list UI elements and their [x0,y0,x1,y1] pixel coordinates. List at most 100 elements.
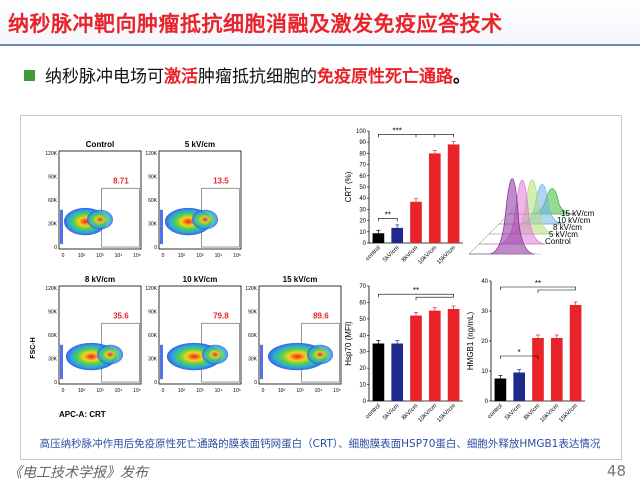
flow-y-tick: 0 [54,245,57,251]
flow-x-tick: 10² [78,253,86,259]
bar-category-label: 8kV/cm [401,245,419,263]
flow-y-tick: 60K [48,198,58,204]
flow-y-tick: 60K [148,333,158,339]
bar-y-tick-label: 0 [363,399,367,405]
bar-y-tick-label: 80 [359,151,366,157]
bar-y-axis-label: HMGB1 (ng/mL) [466,312,475,371]
bar-category-label: control [365,403,382,420]
title-divider [0,44,640,46]
flow-y-tick: 60K [248,333,258,339]
bar-y-tick-label: 0 [485,399,489,405]
bar-category-label: 15kV/cm [436,403,457,424]
histogram-series-label: 8 kV/cm [553,223,582,232]
significance-marker: ** [535,279,541,288]
bar [410,201,422,243]
flow-gate-percent: 8.71 [113,176,129,185]
bar-y-tick-label: 90 [359,140,366,146]
flow-gate-percent: 13.5 [213,176,229,185]
bar [410,315,422,401]
flow-density-cloud [96,344,124,365]
flow-y-tick: 60K [48,333,58,339]
flow-x-tick: 10⁵ [333,388,341,394]
figure-panel: Control 120K 90K 60K 30K 0 0 10² 10³ 10⁴ 10⁵ 8.71 5 … [20,115,622,460]
flow-panel: 10 kV/cm 120K 90K 60K 30K 00 10² 10³ 10⁴ 10⁵ 79.8 [145,275,242,394]
flow-x-tick: 10³ [196,388,204,394]
flow-y-tick: 0 [254,380,257,386]
flow-density-cloud [191,209,219,230]
bar-category-label: 8kV/cm [401,403,419,421]
bar-chart: 0 10 20 30 40 50 60 70 Hsp70 (MFI) control 5kV/cm 8… [344,284,463,424]
flow-x-tick: 10⁴ [315,388,323,394]
bar-y-tick-label: 10 [359,383,366,389]
bar-category-label: 10kV/cm [417,403,438,424]
significance-bracket [415,296,454,301]
flow-gate-percent: 35.6 [113,311,129,320]
bar-y-tick-label: 40 [359,333,366,339]
flow-x-tick: 10⁵ [233,388,241,394]
significance-bracket [537,289,576,293]
bar [532,338,544,401]
bar-y-tick-label: 20 [359,366,366,372]
bar-y-tick-label: 10 [481,369,488,375]
bar-y-tick-label: 20 [481,339,488,345]
bar-chart: 0 10 20 30 40 HMGB1 (ng/mL) control 5kV/cm 8kV/c… [466,279,585,424]
flow-y-tick: 0 [154,380,157,386]
bar-y-tick-label: 10 [359,230,366,236]
bar-category-label: 5kV/cm [382,403,400,421]
bar-y-tick-label: 20 [359,219,366,225]
flow-x-tick: 10⁵ [133,388,141,394]
significance-bracket [378,293,454,298]
histogram-series-label: 5 kV/cm [549,230,578,239]
bar-category-label: 5kV/cm [504,403,522,421]
significance-bracket [500,355,539,359]
flow-y-tick: 30K [148,222,158,228]
flow-x-tick: 10⁵ [133,253,141,259]
flow-x-tick: 10⁴ [115,388,123,394]
histogram-depth-axis [468,203,520,255]
bar-category-label: 10kV/cm [417,245,438,266]
bar [569,305,582,401]
significance-marker: * [518,348,521,357]
flow-y-tick: 0 [54,380,57,386]
bar-category-label: 8kV/cm [523,403,541,421]
histogram-series-label: Control [545,237,571,246]
slide-title-bar: 纳秒脉冲靶向肿瘤抵抗细胞消融及激发免疫应答技术 [0,0,640,44]
flow-panel-frame [58,150,142,250]
bar-y-tick-label: 70 [359,163,366,169]
flow-density-cloud [306,344,334,365]
flow-panel-frame [158,150,242,250]
bar-y-axis-label: Hsp70 (MFI) [344,321,353,366]
bullet-text-highlight-red-2: 免疫原性死亡通路 [317,67,453,87]
bullet-point: 纳秒脉冲电场可激活肿瘤抵抗细胞的免疫原性死亡通路。 [24,62,470,87]
flow-y-tick: 30K [248,357,258,363]
bar-y-tick-label: 50 [359,317,366,323]
bar-y-axis-label: CRT (%) [344,171,353,202]
bar-y-tick-label: 0 [363,241,367,247]
bar [372,233,385,243]
significance-bracket [378,218,398,222]
flow-y-tick: 90K [148,310,158,316]
flow-y-tick: 120K [245,286,257,292]
bar [391,343,404,401]
flow-x-tick: 10⁵ [233,253,241,259]
flow-gate-percent: 79.8 [213,311,229,320]
flow-panel: 15 kV/cm 120K 90K 60K 30K 00 10² 10³ 10⁴ 10⁵ 89.6 [245,275,342,394]
bar-chart: 0 10 20 30 40 50 60 70 80 90 100 CRT (%) control 5kV/… [344,126,463,266]
bar-category-label: 5kV/cm [382,245,400,263]
flow-axis-events [160,209,163,245]
flow-y-tick: 60K [148,198,158,204]
bar-y-tick-label: 40 [481,279,488,285]
bullet-text-2: 肿瘤抵抗细胞的 [198,67,317,87]
flow-y-tick: 0 [154,245,157,251]
bar [513,372,526,401]
bar [391,227,404,243]
flow-y-tick: 120K [145,286,157,292]
bar [447,144,460,243]
flow-y-tick: 90K [148,175,158,181]
flow-gate-percent: 89.6 [313,311,329,320]
histogram-series-label: 10 kV/cm [557,216,591,225]
flow-y-tick: 120K [145,151,157,157]
flow-x-tick: 10² [78,388,86,394]
significance-marker: *** [393,126,402,135]
bullet-text-1: 纳秒脉冲电场可 [45,67,164,87]
